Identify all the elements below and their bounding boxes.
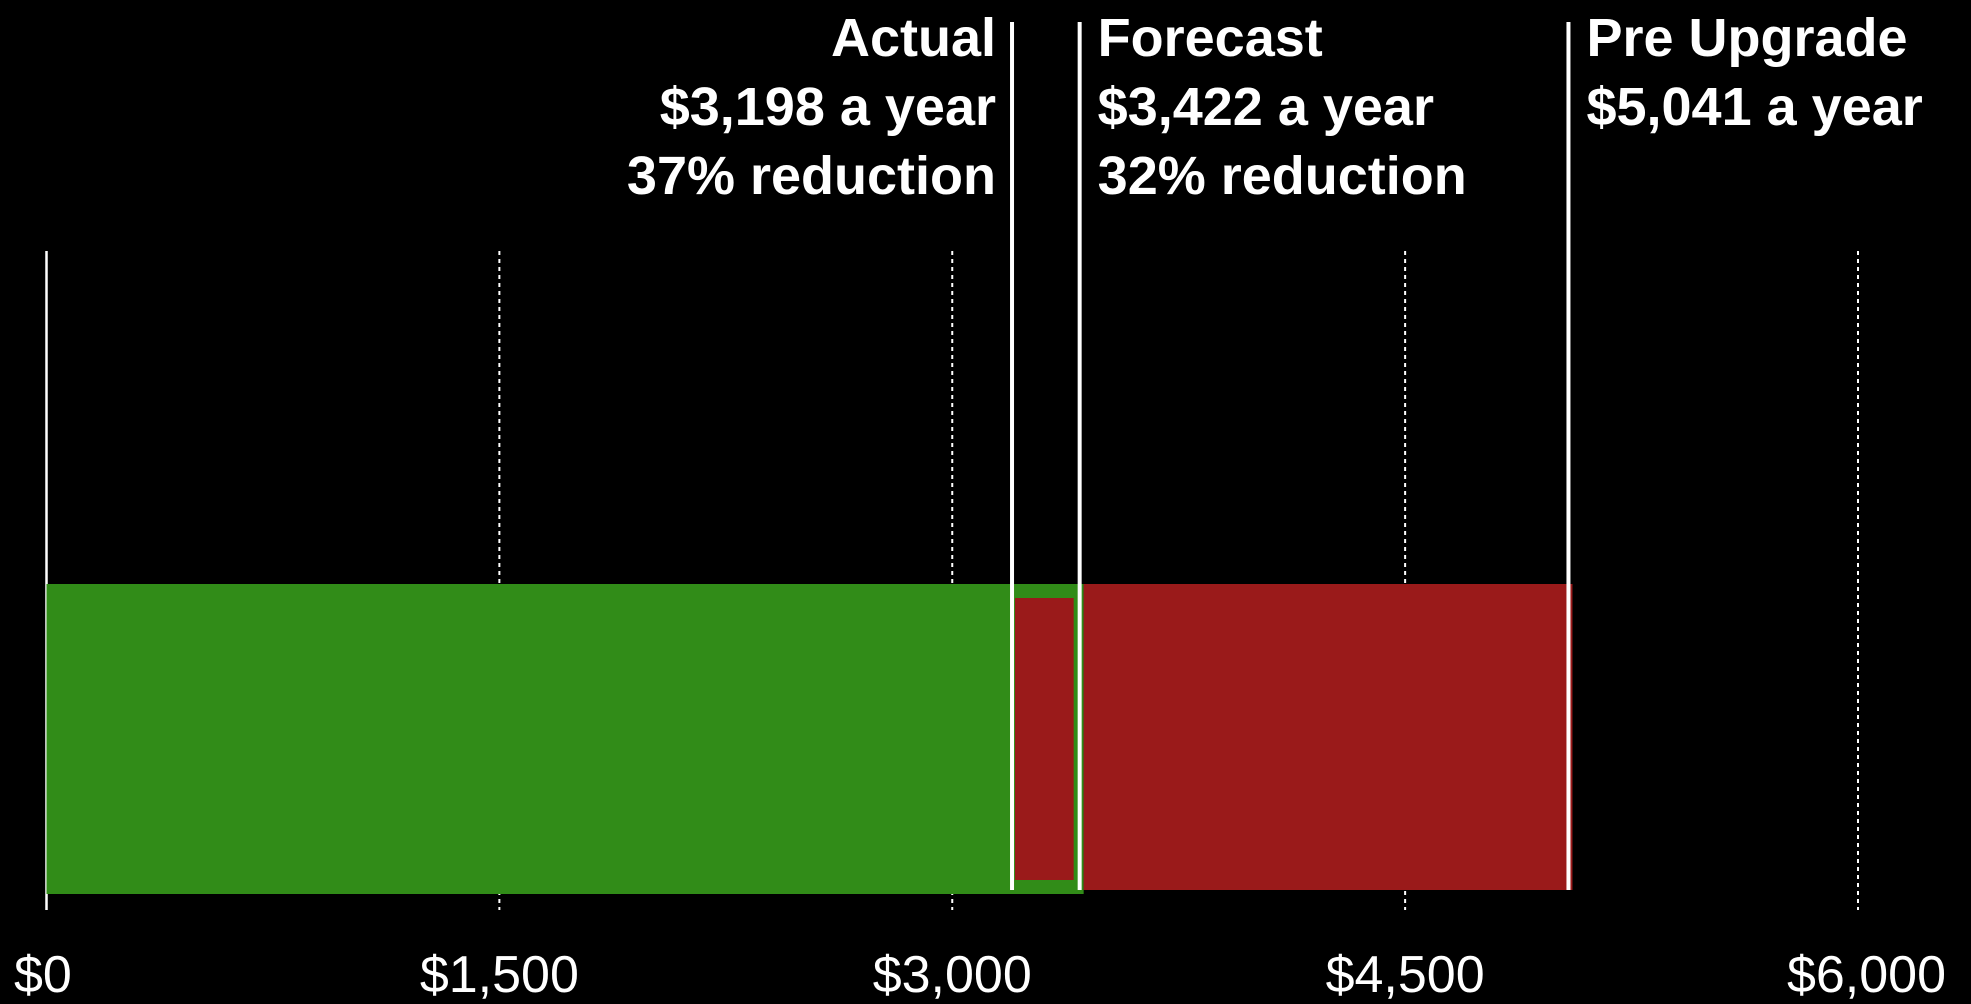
marker-value: $5,041 a year: [1586, 77, 1922, 137]
marker-name: Actual: [831, 8, 996, 68]
marker-value: $3,422 a year: [1098, 77, 1434, 137]
marker-value: $3,198 a year: [660, 77, 996, 137]
marker-name: Pre Upgrade: [1586, 8, 1907, 68]
marker-reduction: 37% reduction: [627, 146, 996, 206]
pre-upgrade-bar: [1083, 584, 1573, 890]
x-tick-label: $6,000: [1787, 946, 1946, 1004]
x-tick-label: $0: [14, 946, 72, 1004]
marker-reduction: 32% reduction: [1098, 146, 1467, 206]
marker-name: Forecast: [1098, 8, 1323, 68]
actual-over-bar: [1015, 598, 1074, 880]
saved-bar: [46, 584, 1084, 894]
x-tick-label: $4,500: [1326, 946, 1485, 1004]
x-tick-label: $1,500: [420, 946, 579, 1004]
x-tick-label: $3,000: [873, 946, 1032, 1004]
